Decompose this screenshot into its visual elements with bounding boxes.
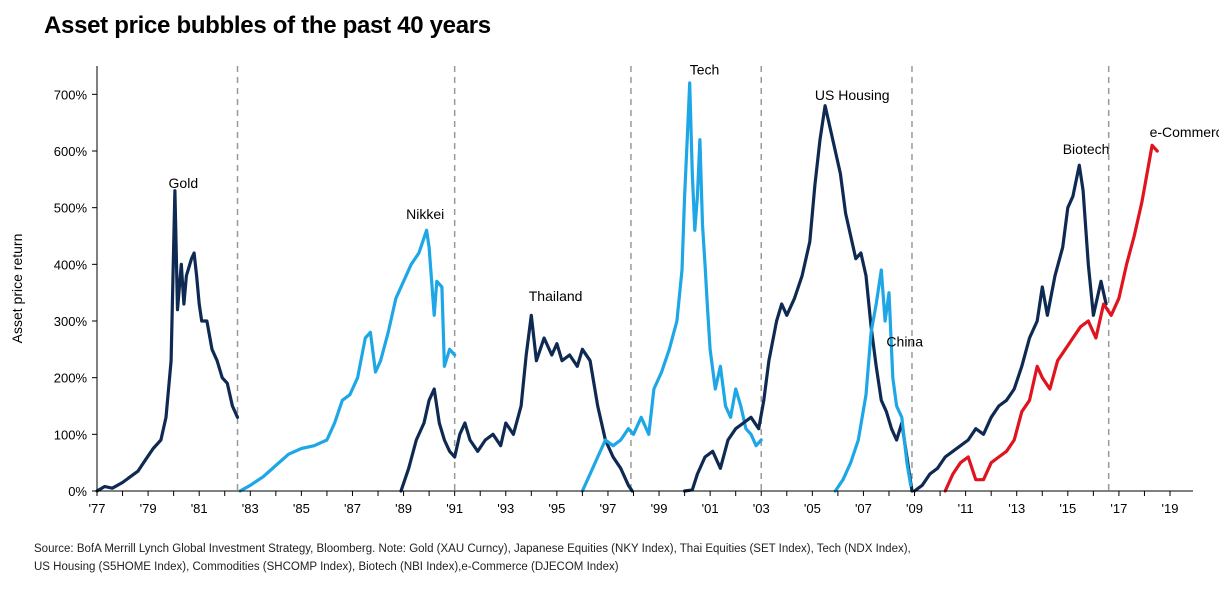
source-note: Source: BofA Merrill Lynch Global Invest… (34, 540, 911, 576)
y-tick-label: 600% (54, 144, 88, 159)
series-lines (95, 81, 1159, 493)
bubble-dividers (236, 66, 1110, 491)
x-tick-label: '79 (140, 501, 157, 516)
series-line-thailand (399, 313, 634, 493)
series-line-e-commerce (943, 143, 1159, 493)
x-tick-label: '97 (599, 501, 616, 516)
series-line-tech (580, 81, 763, 493)
axes: 0% 100% 200% 300% 400% 500% 600% 700% '77 '79 '81 '… (54, 66, 1193, 516)
source-line-2: US Housing (S5HOME Index), Commodities (… (34, 561, 619, 573)
series-label-thailand: Thailand (529, 288, 583, 304)
x-tick-label: '89 (395, 501, 412, 516)
series-line-biotech (912, 163, 1108, 493)
series-label-us-housing: US Housing (815, 87, 890, 103)
x-tick-label: '15 (1059, 501, 1076, 516)
series-label-china: China (886, 334, 923, 350)
series-label-nikkei: Nikkei (406, 206, 444, 222)
x-tick-label: '85 (293, 501, 310, 516)
series-line-gold (95, 189, 240, 493)
x-tick-label: '01 (702, 501, 719, 516)
x-tick-label: '77 (89, 501, 106, 516)
y-tick-label: 700% (54, 87, 88, 102)
x-tick-label: '11 (958, 501, 974, 516)
x-tick-label: '07 (855, 501, 872, 516)
x-tick-label: '09 (906, 501, 923, 516)
x-tick-label: '91 (446, 501, 463, 516)
x-tick-label: '17 (1110, 501, 1127, 516)
series-line-china (833, 268, 913, 493)
series-labels: Gold Nikkei Thailand Tech US Housing China Bio… (169, 62, 1219, 350)
y-tick-label: 400% (54, 257, 88, 272)
series-label-gold: Gold (169, 175, 199, 191)
y-axis-label: Asset price return (9, 234, 25, 344)
x-tick-label: '13 (1008, 501, 1025, 516)
y-tick-label: 100% (54, 427, 88, 442)
series-label-biotech: Biotech (1063, 141, 1110, 157)
series-label-e-commerce: e-Commerce (1150, 124, 1219, 140)
x-tick-label: '95 (548, 501, 565, 516)
chart-title: Asset price bubbles of the past 40 years (44, 12, 491, 39)
x-tick-label: '87 (344, 501, 361, 516)
x-tick-label: '93 (497, 501, 514, 516)
x-tick-label: '03 (753, 501, 770, 516)
y-tick-label: 300% (54, 314, 88, 329)
y-tick-label: 500% (54, 201, 88, 216)
source-line-1: Source: BofA Merrill Lynch Global Invest… (34, 543, 911, 555)
x-tick-label: '99 (651, 501, 668, 516)
x-tick-label: '83 (242, 501, 259, 516)
x-tick-label: '81 (191, 501, 208, 516)
series-line-us-housing (682, 104, 914, 493)
series-line-nikkei (238, 228, 457, 493)
x-tick-label: '19 (1162, 501, 1179, 516)
x-tick-label: '05 (804, 501, 821, 516)
series-label-tech: Tech (690, 62, 720, 78)
y-tick-label: 0% (68, 484, 87, 499)
y-tick-label: 200% (54, 371, 88, 386)
